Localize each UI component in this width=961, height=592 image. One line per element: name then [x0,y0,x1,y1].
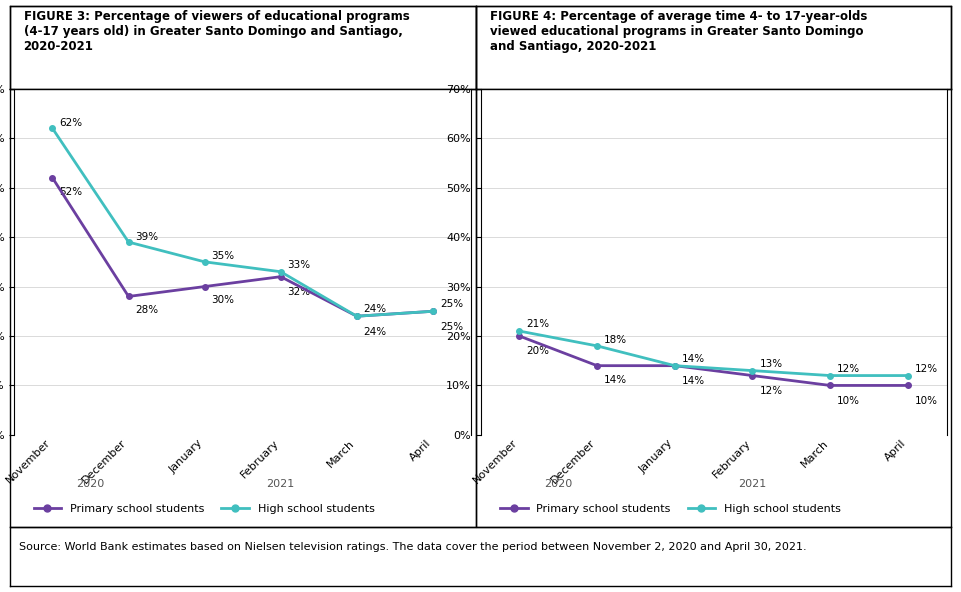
Text: FIGURE 3: Percentage of viewers of educational programs
(4-17 years old) in Grea: FIGURE 3: Percentage of viewers of educa… [24,10,409,53]
Text: 18%: 18% [604,335,628,345]
Text: November: November [471,437,519,486]
Text: 52%: 52% [60,186,83,197]
Text: 33%: 33% [287,260,310,270]
Legend: Primary school students, High school students: Primary school students, High school stu… [29,500,380,519]
Text: 12%: 12% [759,386,782,396]
Text: 13%: 13% [759,359,782,369]
Text: 21%: 21% [527,319,550,329]
Text: 2021: 2021 [266,479,295,489]
Text: April: April [882,437,908,463]
Legend: Primary school students, High school students: Primary school students, High school stu… [495,500,846,519]
Text: 35%: 35% [211,251,234,261]
Text: March: March [326,437,357,469]
Text: March: March [799,437,830,469]
Text: 32%: 32% [287,287,310,297]
Text: 12%: 12% [837,363,860,374]
Text: 25%: 25% [440,300,463,310]
Text: 24%: 24% [363,304,387,314]
Text: February: February [710,437,752,480]
Text: 12%: 12% [915,363,938,374]
Text: 20%: 20% [527,346,550,356]
Text: 25%: 25% [440,321,463,332]
Text: 14%: 14% [681,376,704,386]
Text: November: November [5,437,53,486]
Text: 28%: 28% [136,305,159,316]
Text: Source: World Bank estimates based on Nielsen television ratings. The data cover: Source: World Bank estimates based on Ni… [19,542,806,552]
Text: 10%: 10% [915,395,938,406]
Text: 24%: 24% [363,327,387,336]
Text: 14%: 14% [681,354,704,363]
Text: January: January [167,437,205,475]
Text: 30%: 30% [211,295,234,305]
Text: February: February [238,437,281,480]
Text: December: December [549,437,597,485]
Text: 2021: 2021 [738,479,767,489]
Text: 10%: 10% [837,395,860,406]
Text: 62%: 62% [60,118,83,128]
Text: December: December [81,437,129,485]
Text: 14%: 14% [604,375,628,385]
Text: January: January [637,437,675,475]
Text: April: April [407,437,432,463]
Text: 2020: 2020 [544,479,573,489]
Text: 39%: 39% [136,231,159,242]
Text: FIGURE 4: Percentage of average time 4- to 17-year-olds
viewed educational progr: FIGURE 4: Percentage of average time 4- … [490,10,868,53]
Text: 2020: 2020 [76,479,105,489]
